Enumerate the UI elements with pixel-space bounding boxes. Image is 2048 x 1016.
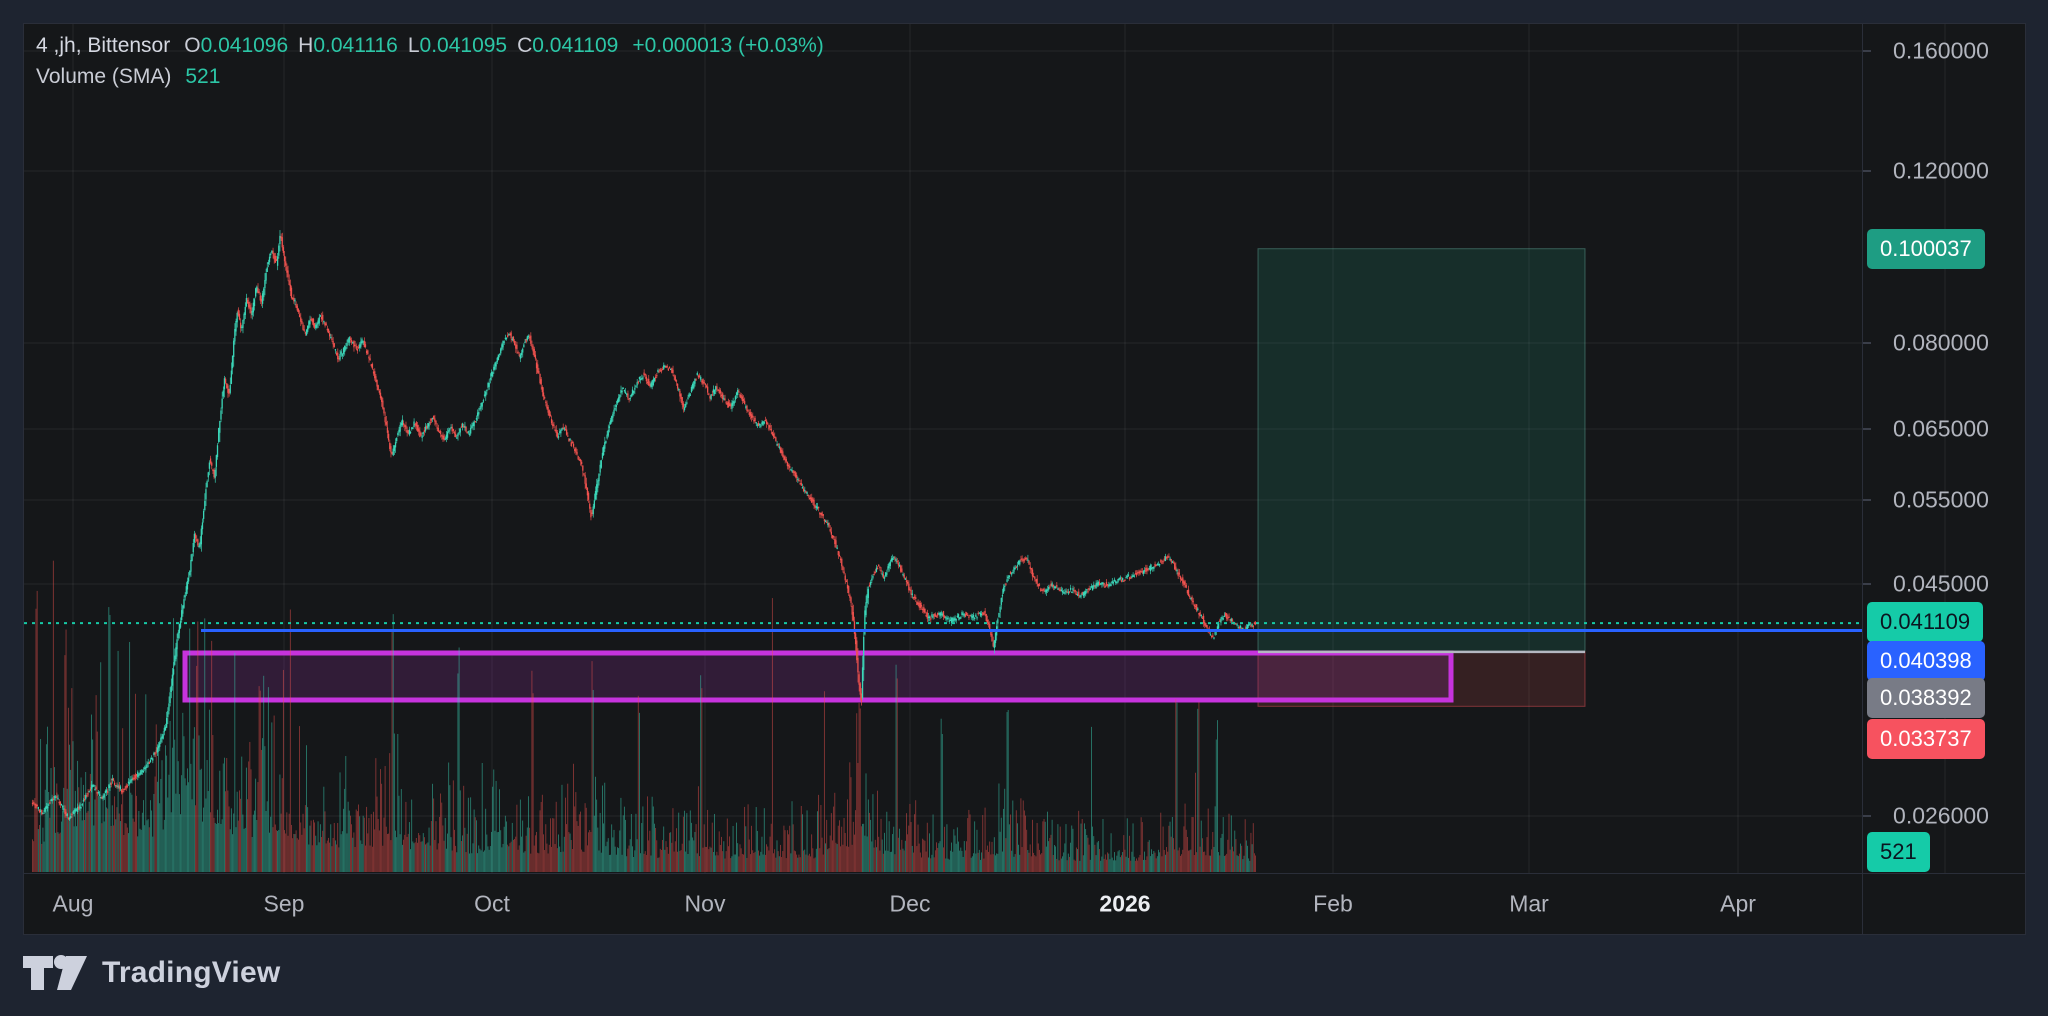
target-price-label: 0.100037 <box>1867 229 1985 269</box>
time-label-2026: 2026 <box>1099 890 1151 917</box>
volume-bars <box>32 560 1256 872</box>
price-tick-label: 0.045000 <box>1893 570 1989 597</box>
price-scale[interactable]: 0.160000 0.120000 0.080000 0.065000 0.055000… <box>1863 24 2025 873</box>
long-position-loss-zone[interactable] <box>1257 651 1586 707</box>
rectangle-drawing[interactable] <box>182 650 1454 703</box>
tradingview-logo-icon <box>23 955 87 990</box>
symbol-title[interactable]: 4 ,jh, Bittensor <box>36 34 171 57</box>
time-axis-divider <box>24 873 2025 874</box>
legend-symbol-row[interactable]: 4 ,jh, Bittensor O0.041096 H0.041116 L0.041… <box>36 30 824 61</box>
tradingview-logo[interactable]: TradingView <box>22 952 280 994</box>
chart-frame: 4 ,jh, Bittensor O0.041096 H0.041116 L0.041… <box>23 23 2026 935</box>
ohlc-c: C0.041109 <box>517 34 619 57</box>
chart-pane[interactable] <box>24 24 2025 934</box>
legend: 4 ,jh, Bittensor O0.041096 H0.041116 L0.041… <box>36 30 824 92</box>
price-tick-label: 0.026000 <box>1893 802 1989 829</box>
time-label-feb: Feb <box>1313 890 1353 917</box>
ohlc-o: O0.041096 <box>184 34 289 57</box>
indicator-name[interactable]: Volume (SMA) <box>36 65 172 88</box>
price-tick-label: 0.120000 <box>1893 157 1989 184</box>
alert-price-label: 0.040398 <box>1867 641 1985 681</box>
entry-price-label: 0.038392 <box>1867 678 1985 718</box>
price-tick-label: 0.055000 <box>1893 486 1989 513</box>
stop-price-label: 0.033737 <box>1867 719 1985 759</box>
ohlc-values: O0.041096 H0.041116 L0.041095 C0.041109 <box>184 34 628 57</box>
volume-value-label: 521 <box>1867 832 1930 872</box>
legend-indicator-row[interactable]: Volume (SMA) 521 <box>36 61 824 92</box>
time-label-mar: Mar <box>1509 890 1549 917</box>
time-label-sep: Sep <box>263 890 305 917</box>
candles <box>31 230 1257 821</box>
time-scale[interactable]: Aug Sep Oct Nov Dec 2026 Feb Mar Apr <box>24 874 2025 934</box>
time-label-dec: Dec <box>889 890 931 917</box>
time-label-apr: Apr <box>1720 890 1756 917</box>
time-label-aug: Aug <box>52 890 94 917</box>
indicator-value: 521 <box>185 65 221 88</box>
price-change: +0.000013 (+0.03%) <box>632 34 824 57</box>
price-scale-divider[interactable] <box>1862 24 1863 934</box>
time-label-oct: Oct <box>474 890 510 917</box>
price-tick-label: 0.065000 <box>1893 415 1989 442</box>
price-tick-label: 0.080000 <box>1893 329 1989 356</box>
price-tick-label: 0.160000 <box>1893 37 1989 64</box>
last-price-label: 0.041109 <box>1867 602 1984 642</box>
tradingview-logo-text: TradingView <box>102 956 281 989</box>
long-position-profit-zone[interactable] <box>1257 248 1586 653</box>
ohlc-h: H0.041116 <box>298 34 398 57</box>
ohlc-l: L0.041095 <box>407 34 508 57</box>
time-label-nov: Nov <box>684 890 726 917</box>
